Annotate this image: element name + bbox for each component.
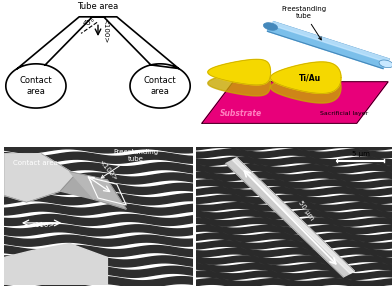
Text: Substrate: Substrate	[220, 109, 261, 118]
Polygon shape	[232, 158, 354, 274]
Text: <110>: <110>	[29, 222, 54, 228]
Polygon shape	[270, 72, 341, 103]
Ellipse shape	[379, 60, 392, 68]
Text: 5 μm: 5 μm	[352, 151, 370, 157]
Polygon shape	[202, 82, 388, 123]
Text: Sacrificial layer: Sacrificial layer	[320, 111, 368, 116]
Polygon shape	[267, 22, 389, 69]
Text: Contact area: Contact area	[13, 160, 58, 166]
Text: Ti/Au: Ti/Au	[299, 73, 321, 82]
Text: <100>: <100>	[103, 18, 109, 43]
Polygon shape	[6, 17, 190, 108]
Polygon shape	[70, 172, 126, 209]
Text: Tube area: Tube area	[77, 2, 119, 11]
Text: Freestanding
tube: Freestanding tube	[101, 149, 158, 178]
Polygon shape	[208, 71, 270, 96]
Polygon shape	[4, 244, 107, 285]
Text: Contact
area: Contact area	[20, 76, 52, 96]
Ellipse shape	[263, 23, 278, 30]
Text: Freestanding
tube: Freestanding tube	[281, 6, 327, 40]
Text: 45°: 45°	[82, 20, 95, 26]
Polygon shape	[271, 22, 389, 62]
Text: 50 μm: 50 μm	[297, 200, 315, 221]
Polygon shape	[60, 175, 107, 199]
Text: <100>: <100>	[97, 159, 118, 182]
Polygon shape	[270, 62, 341, 93]
Polygon shape	[4, 154, 75, 202]
Polygon shape	[208, 59, 270, 85]
Text: Contact
area: Contact area	[144, 76, 176, 96]
Polygon shape	[226, 158, 354, 277]
